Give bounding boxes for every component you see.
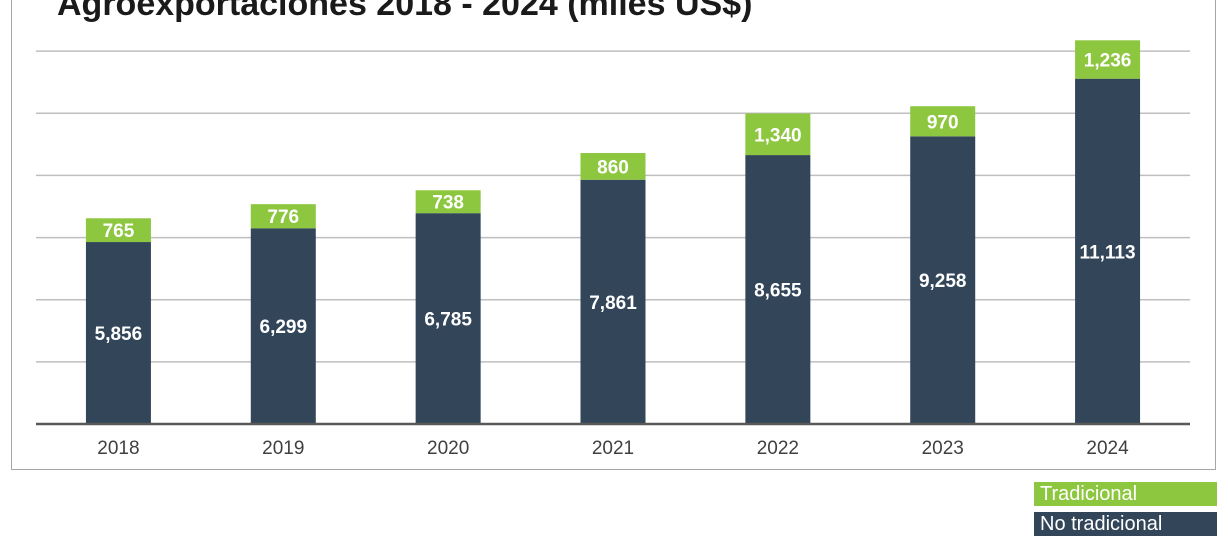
data-label-tradicional: 1,340	[754, 125, 802, 146]
bar-no-tradicional	[415, 213, 481, 424]
x-tick-label: 2021	[592, 438, 634, 459]
bar-tradicional	[85, 218, 151, 243]
data-label-no-tradicional: 5,856	[95, 324, 143, 345]
bar-tradicional	[1075, 40, 1141, 79]
bar-tradicional	[415, 190, 481, 214]
x-tick-label: 2024	[1086, 438, 1129, 459]
bar-no-tradicional	[1075, 78, 1141, 424]
bar-tradicional	[745, 113, 811, 156]
data-label-no-tradicional: 8,655	[754, 281, 802, 302]
data-label-tradicional: 738	[432, 193, 464, 214]
data-label-tradicional: 970	[927, 112, 959, 133]
data-label-no-tradicional: 6,299	[260, 317, 308, 338]
bar-no-tradicional	[250, 228, 316, 424]
chart-title: Agroexportaciones 2018 - 2024 (miles US$…	[57, 0, 753, 23]
legend-tradicional: Tradicional	[1034, 482, 1217, 506]
legend-no-tradicional: No tradicional	[1034, 512, 1217, 536]
x-tick-label: 2023	[922, 438, 964, 459]
bar-chart: 5,856 765 2018 6,299 776 2019 6,785 738 2020 7,86…	[36, 40, 1190, 459]
data-label-tradicional: 765	[103, 221, 135, 242]
data-label-no-tradicional: 11,113	[1080, 242, 1136, 263]
bar-no-tradicional	[745, 155, 811, 424]
x-tick-label: 2022	[757, 438, 799, 459]
bar-no-tradicional	[85, 242, 151, 424]
data-label-tradicional: 1,236	[1084, 51, 1132, 72]
data-label-no-tradicional: 6,785	[424, 310, 472, 331]
data-label-tradicional: 860	[597, 157, 629, 178]
bar-no-tradicional	[910, 136, 976, 425]
x-tick-label: 2018	[97, 438, 139, 459]
chart-frame: Agroexportaciones 2018 - 2024 (miles US$…	[11, 0, 1216, 470]
bar-tradicional	[910, 106, 976, 137]
data-label-no-tradicional: 7,861	[589, 293, 637, 314]
bar-tradicional	[580, 153, 646, 180]
bar-tradicional	[250, 204, 316, 229]
data-label-no-tradicional: 9,258	[919, 271, 967, 292]
bar-no-tradicional	[580, 179, 646, 424]
data-label-tradicional: 776	[267, 207, 299, 228]
x-tick-label: 2020	[427, 438, 469, 459]
x-tick-label: 2019	[262, 438, 304, 459]
